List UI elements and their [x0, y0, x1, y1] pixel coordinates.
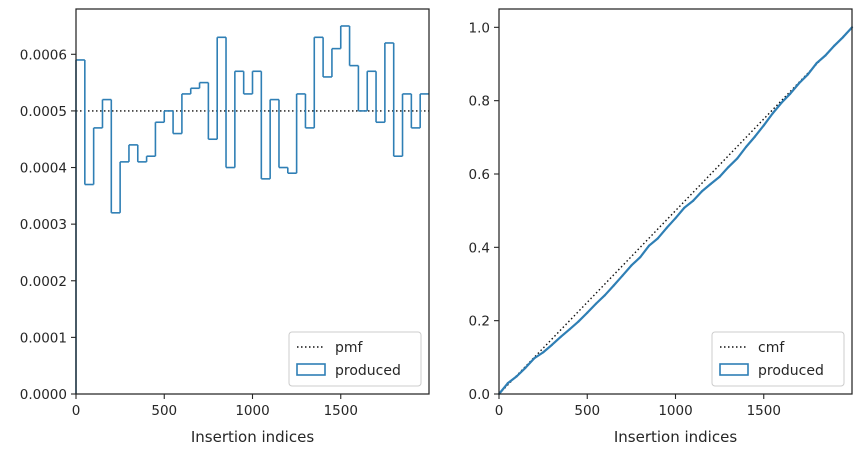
pmf-produced-steps — [75, 25, 429, 394]
pmf-legend-produced-swatch — [296, 363, 326, 376]
cumulative-segment — [647, 237, 659, 247]
cumulative-segment — [524, 357, 536, 369]
x-tick-label: 1000 — [235, 403, 269, 419]
cumulative-segment — [762, 112, 774, 127]
y-tick-label: 0.6 — [469, 167, 490, 183]
y-tick-label: 0.8 — [469, 94, 490, 110]
pmf-legend: pmf produced — [288, 331, 422, 387]
pmf-legend-box — [288, 331, 422, 387]
cumulative-segment — [709, 175, 721, 185]
cumulative-segment — [753, 124, 765, 138]
cmf-panel: 0 500 1000 1500 0.0 0.2 0.4 0.6 0.8 1.0 Insertio… — [469, 8, 854, 446]
cumulative-segment — [533, 351, 545, 360]
y-tick-label: 0.0006 — [20, 47, 67, 63]
cumulative-segment — [789, 82, 801, 95]
cumulative-segment — [674, 206, 686, 220]
y-tick-label: 0.0004 — [20, 161, 67, 177]
cumulative-segment — [586, 302, 598, 314]
cumulative-segment — [780, 92, 792, 104]
cumulative-segment — [612, 274, 624, 287]
cumulative-segment — [797, 73, 809, 85]
pmf-x-axis-label: Insertion indices — [191, 428, 314, 446]
cumulative-segment — [736, 145, 748, 160]
cmf-reference-line — [498, 26, 853, 395]
cumulative-segment — [603, 284, 615, 297]
x-tick-label: 1000 — [658, 403, 692, 419]
cumulative-segment — [550, 335, 562, 346]
y-tick-label: 0.0000 — [20, 387, 67, 403]
y-tick-label: 0.0003 — [20, 217, 67, 233]
cmf-legend-label-cmf: cmf — [758, 340, 785, 356]
cumulative-segment — [630, 256, 642, 267]
cumulative-segment — [771, 101, 783, 115]
pmf-y-axis: 0.0000 0.0001 0.0002 0.0003 0.0004 0.0005 0.00… — [20, 47, 76, 403]
cumulative-segment — [718, 165, 730, 178]
cumulative-segment — [515, 366, 527, 378]
cumulative-segment — [824, 44, 836, 57]
cmf-legend-box — [711, 331, 845, 387]
x-tick-label: 1500 — [324, 403, 358, 419]
y-tick-label: 0.4 — [469, 240, 490, 256]
y-tick-label: 0.0002 — [20, 274, 67, 290]
cumulative-segment — [568, 320, 580, 331]
pmf-legend-label-pmf: pmf — [335, 340, 364, 356]
cumulative-segment — [815, 54, 827, 65]
cmf-legend-produced-swatch — [719, 363, 749, 376]
y-tick-label: 0.0005 — [20, 104, 67, 120]
cmf-x-axis-label: Insertion indices — [614, 428, 737, 446]
cumulative-segment — [683, 199, 695, 209]
cumulative-segment — [559, 328, 571, 338]
cumulative-segment — [833, 35, 845, 47]
pmf-legend-label-produced: produced — [335, 363, 401, 379]
x-tick-label: 500 — [574, 403, 600, 419]
cumulative-segment — [594, 294, 607, 305]
y-tick-label: 0.0001 — [20, 330, 67, 346]
y-tick-label: 1.0 — [469, 20, 490, 36]
cumulative-segment — [692, 190, 704, 202]
cumulative-segment — [542, 343, 554, 354]
cumulative-segment — [700, 182, 712, 193]
x-tick-label: 0 — [72, 403, 81, 419]
cumulative-segment — [621, 264, 633, 277]
cmf-produced-steps — [497, 26, 854, 396]
cumulative-segment — [656, 226, 668, 240]
cumulative-segment — [744, 135, 757, 148]
cmf-legend-label-produced: produced — [758, 363, 824, 379]
cmf-reference-layer — [498, 26, 853, 395]
cumulative-segment — [497, 382, 509, 396]
cumulative-segment — [639, 244, 651, 259]
cumulative-segment — [665, 217, 677, 229]
x-tick-label: 500 — [151, 403, 177, 419]
x-tick-label: 1500 — [747, 403, 781, 419]
cumulative-segment — [506, 375, 518, 385]
pmf-panel: 0 500 1000 1500 0.00000.00010.00020.00030.0… — [20, 8, 430, 446]
cmf-legend: cmf produced — [711, 331, 845, 387]
y-tick-label: 0.2 — [469, 314, 490, 330]
cumulative-segment — [806, 61, 818, 76]
y-tick-label: 0.0 — [469, 387, 490, 403]
cmf-y-axis: 0.0 0.2 0.4 0.6 0.8 1.0 — [469, 20, 499, 403]
pmf-x-axis: 0 500 1000 1500 — [72, 394, 358, 419]
cumulative-segment — [577, 311, 589, 323]
cmf-x-axis: 0 500 1000 1500 — [495, 394, 781, 419]
cumulative-segment — [727, 157, 739, 169]
cumulative-segment — [842, 26, 854, 39]
x-tick-label: 0 — [495, 403, 504, 419]
